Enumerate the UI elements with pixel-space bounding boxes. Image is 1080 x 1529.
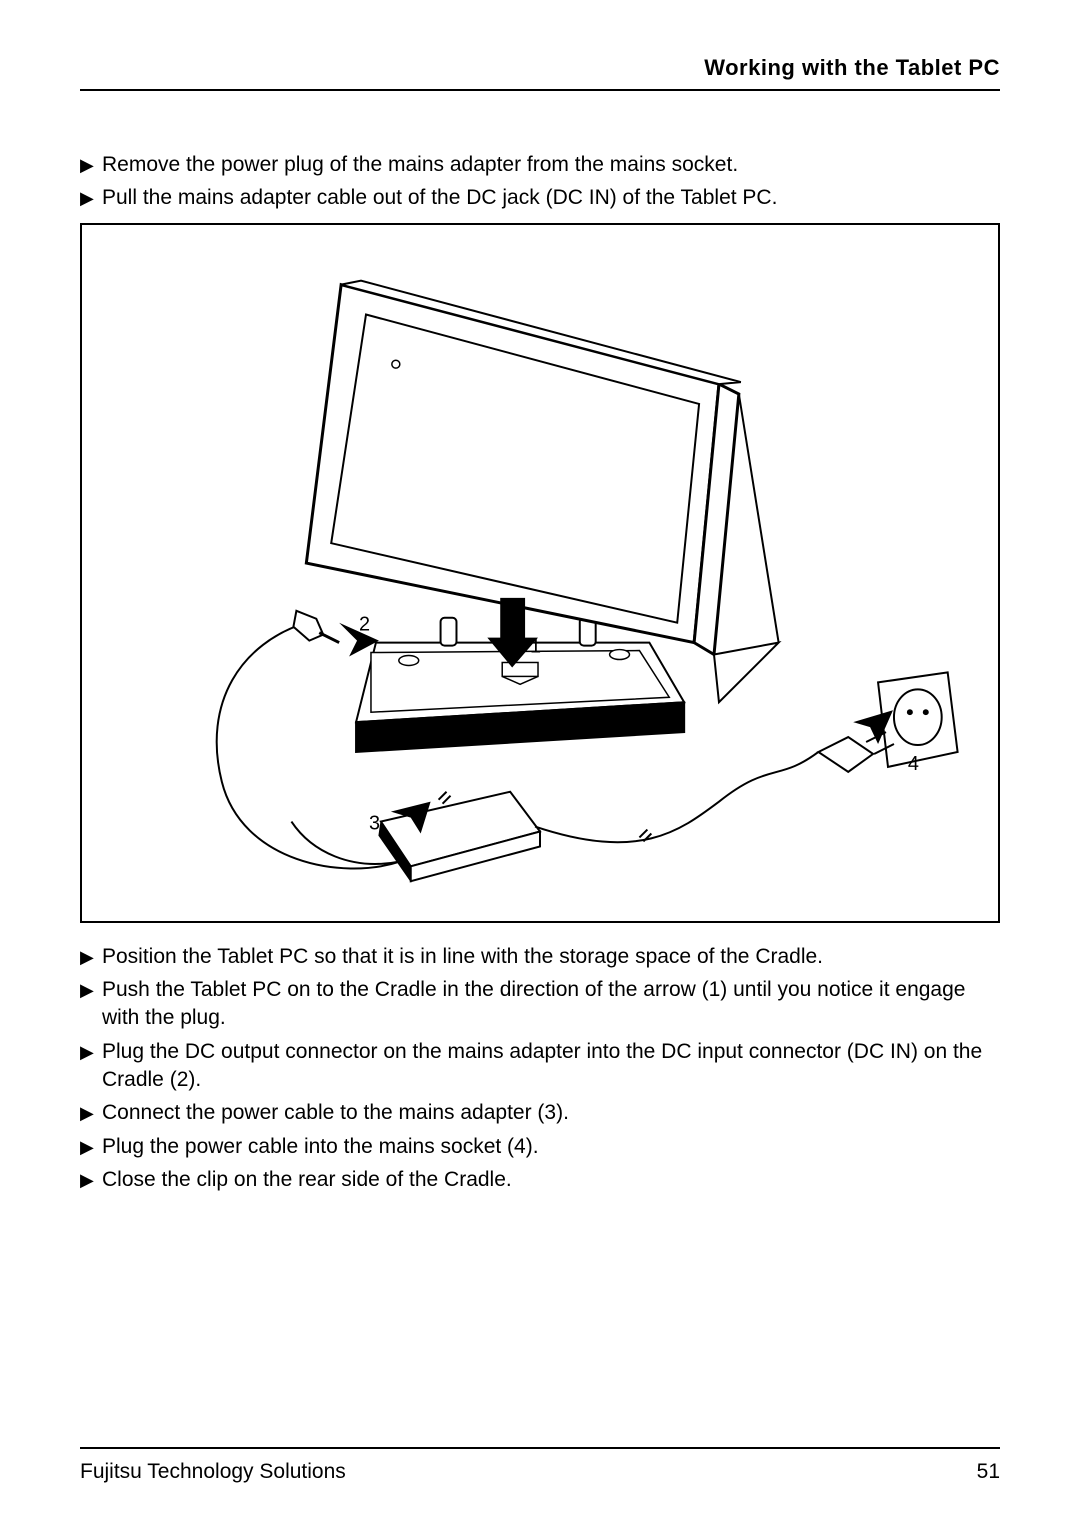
triangle-bullet-icon: ▶ — [80, 1166, 102, 1192]
triangle-bullet-icon: ▶ — [80, 943, 102, 969]
step-text: Position the Tablet PC so that it is in … — [102, 943, 1000, 971]
callout-1: 1 — [530, 635, 541, 657]
step-item: ▶ Push the Tablet PC on to the Cradle in… — [80, 976, 1000, 1033]
footer-rule — [80, 1447, 1000, 1449]
footer-left: Fujitsu Technology Solutions — [80, 1460, 346, 1484]
step-text: Close the clip on the rear side of the C… — [102, 1166, 1000, 1194]
step-item: ▶ Remove the power plug of the mains ada… — [80, 151, 1000, 179]
step-text: Remove the power plug of the mains adapt… — [102, 151, 1000, 179]
figure-svg: 1 2 3 4 — [82, 225, 998, 921]
step-text: Push the Tablet PC on to the Cradle in t… — [102, 976, 1000, 1033]
triangle-bullet-icon: ▶ — [80, 1038, 102, 1064]
triangle-bullet-icon: ▶ — [80, 976, 102, 1002]
step-text: Connect the power cable to the mains ada… — [102, 1099, 1000, 1127]
figure-tablet-cradle: 1 2 3 4 — [80, 223, 1000, 923]
step-item: ▶ Plug the power cable into the mains so… — [80, 1133, 1000, 1161]
page-header-title: Working with the Tablet PC — [80, 55, 1000, 89]
callout-3: 3 — [369, 812, 380, 834]
callout-4: 4 — [908, 753, 919, 775]
page: Working with the Tablet PC ▶ Remove the … — [0, 0, 1080, 1529]
step-item: ▶ Plug the DC output connector on the ma… — [80, 1038, 1000, 1095]
steps-before-figure: ▶ Remove the power plug of the mains ada… — [80, 151, 1000, 213]
step-item: ▶ Connect the power cable to the mains a… — [80, 1099, 1000, 1127]
triangle-bullet-icon: ▶ — [80, 1133, 102, 1159]
triangle-bullet-icon: ▶ — [80, 151, 102, 177]
step-item: ▶ Close the clip on the rear side of the… — [80, 1166, 1000, 1194]
triangle-bullet-icon: ▶ — [80, 1099, 102, 1125]
page-footer: Fujitsu Technology Solutions 51 — [80, 1460, 1000, 1484]
step-text: Pull the mains adapter cable out of the … — [102, 184, 1000, 212]
triangle-bullet-icon: ▶ — [80, 184, 102, 210]
header-rule — [80, 89, 1000, 91]
footer-page-number: 51 — [977, 1460, 1000, 1484]
step-text: Plug the power cable into the mains sock… — [102, 1133, 1000, 1161]
steps-after-figure: ▶ Position the Tablet PC so that it is i… — [80, 943, 1000, 1195]
step-item: ▶ Position the Tablet PC so that it is i… — [80, 943, 1000, 971]
step-text: Plug the DC output connector on the main… — [102, 1038, 1000, 1095]
callout-2: 2 — [359, 613, 370, 635]
step-item: ▶ Pull the mains adapter cable out of th… — [80, 184, 1000, 212]
